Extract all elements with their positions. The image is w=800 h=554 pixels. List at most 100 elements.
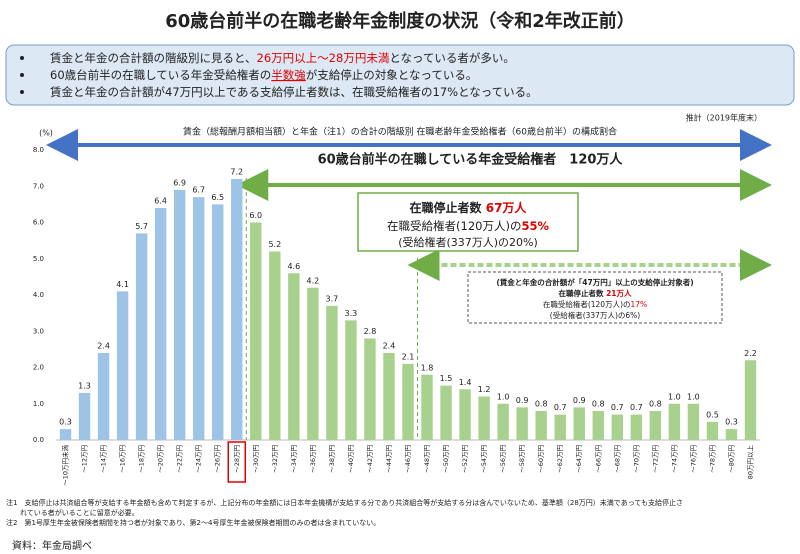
y-tick-label: 3.0 xyxy=(33,327,44,335)
note: 注2 第1号厚生年金被保険者期間を持つ者が対象であり、第2～4号厚生年金被保険者… xyxy=(6,518,380,527)
value-label: 0.7 xyxy=(630,403,643,412)
bar xyxy=(135,233,148,440)
bar xyxy=(173,189,186,440)
x-tick-label: ～22万円 xyxy=(176,445,184,473)
value-label: 2.1 xyxy=(402,352,415,361)
value-label: 5.7 xyxy=(135,222,148,231)
value-label: 0.8 xyxy=(535,400,548,409)
bar xyxy=(154,208,167,440)
bar xyxy=(59,429,72,440)
bar xyxy=(573,407,585,440)
bar xyxy=(592,411,604,440)
x-tick-label: ～70万円 xyxy=(632,445,640,473)
value-label: 0.7 xyxy=(554,403,567,412)
text: 在職停止者数 xyxy=(410,200,486,215)
bar xyxy=(421,374,433,440)
x-tick-label: ～74万円 xyxy=(670,445,678,473)
bar xyxy=(78,392,91,440)
y-tick-label: 2.0 xyxy=(33,364,44,372)
value-label: 5.2 xyxy=(268,240,281,249)
x-tick-label: ～32万円 xyxy=(271,445,279,473)
x-tick-label: ～40万円 xyxy=(347,445,355,473)
value-label: 0.8 xyxy=(649,400,662,409)
y-tick-label: 6.0 xyxy=(33,219,44,227)
bar xyxy=(744,360,757,440)
text: 60歳台前半の在職している年金受給権者の xyxy=(50,68,271,82)
x-tick-label: ～54万円 xyxy=(480,445,488,473)
text-line: 在職停止者数 21万人 xyxy=(558,288,632,298)
note: 注1 支給停止は共済組合等が支給する年金額も含めて判定するが、上記分布の年金額に… xyxy=(6,498,683,507)
x-tick-label: ～26万円 xyxy=(214,445,222,473)
bar xyxy=(345,320,357,440)
bullets: 賃金と年金の合計額の階級別に見ると、26万円以上～28万円未満となっている者が多… xyxy=(20,51,538,99)
text-line: (受給権者(337万人)の6%) xyxy=(550,310,640,320)
text: 賃金と年金の合計額が47万円以上である支給停止者数は、在職受給権者の17%となっ… xyxy=(50,85,538,99)
value-label: 1.4 xyxy=(459,378,472,387)
range-caption: 賃金（総報酬月額相当額）と年金（注1）の合計の階級別 在職老齢年金受給権者（60… xyxy=(183,126,617,138)
x-tick-label: ～64万円 xyxy=(575,445,583,473)
bar xyxy=(611,414,624,440)
x-tick-label: ～14万円 xyxy=(100,445,108,473)
text-line: (受給権者(337万人)の20%) xyxy=(398,235,538,249)
x-tick-label: ～30万円 xyxy=(252,445,260,473)
text: 賃金と年金の合計額の階級別に見ると、 xyxy=(50,51,257,65)
bar xyxy=(649,411,662,440)
bar xyxy=(192,197,205,440)
box1 xyxy=(357,192,579,252)
source: 資料：年金局調べ xyxy=(12,539,92,552)
bar xyxy=(459,389,471,440)
highlight: 55% xyxy=(521,219,549,233)
x-tick-label: ～80万円 xyxy=(727,445,735,473)
x-tick-label: ～52万円 xyxy=(461,445,469,473)
x-tick-label: ～58万円 xyxy=(518,445,526,473)
note: れている者がいることに留意が必要。 xyxy=(20,508,139,517)
y-tick-label: 5.0 xyxy=(33,255,44,263)
value-label: 6.0 xyxy=(249,211,262,220)
x-tick-label: ～46万円 xyxy=(404,445,412,473)
value-label: 7.2 xyxy=(230,168,243,177)
bullet-dot xyxy=(20,90,24,94)
chart: (%) 推計（2019年度末） 0.0 1.0 2.0 3.0 4.0 5.0 6.0 7.0 8.… xyxy=(33,113,772,486)
text-line: 在職受給権者(120万人)の17% xyxy=(543,299,647,309)
highlight: 半数強 xyxy=(271,68,306,82)
x-tick-label: ～72万円 xyxy=(651,445,659,473)
y-tick-label: 8.0 xyxy=(33,146,44,154)
value-label: 0.9 xyxy=(573,396,586,405)
text-line: 在職停止者数 67万人 xyxy=(410,200,528,215)
x-tick-label: ～20万円 xyxy=(157,445,165,473)
value-label: 1.3 xyxy=(78,381,91,390)
bar xyxy=(497,403,509,440)
highlight: 67万人 xyxy=(486,200,528,215)
bar xyxy=(725,429,738,440)
summary-box xyxy=(5,44,795,106)
x-tick-label: ～16万円 xyxy=(119,445,127,473)
text: 在職受給権者(120万人)の xyxy=(387,219,521,233)
x-tick-label: ～34万円 xyxy=(290,445,298,473)
value-label: 6.4 xyxy=(154,197,167,206)
text-line: 賃金と年金の合計額が47万円以上である支給停止者数は、在職受給権者の17%となっ… xyxy=(50,85,538,99)
bar xyxy=(535,411,547,440)
y-tick-label: 7.0 xyxy=(33,182,44,190)
total-caption: 60歳台前半の在職している年金受給権者 120万人 xyxy=(318,152,624,168)
x-tick-label: ～24万円 xyxy=(195,445,203,473)
x-tick-label: ～48万円 xyxy=(423,445,431,473)
x-tick-label: ～18万円 xyxy=(138,445,146,473)
x-tick-label: ～12万円 xyxy=(81,445,89,473)
box2 xyxy=(467,271,723,324)
bar xyxy=(250,222,262,440)
value-label: 6.5 xyxy=(211,193,224,202)
value-label: 0.8 xyxy=(592,400,605,409)
text-line: 賃金と年金の合計額の階級別に見ると、26万円以上～28万円未満となっている者が多… xyxy=(50,51,515,65)
text-line: (賃金と年金の合計額が「47万円」以上の支給停止対象者) xyxy=(496,277,693,287)
value-label: 2.8 xyxy=(364,327,377,336)
bar xyxy=(97,353,110,440)
value-label: 2.4 xyxy=(383,342,396,351)
highlight: 21万人 xyxy=(606,289,632,298)
x-tick-label: ～60万円 xyxy=(537,445,545,473)
text-line: 60歳台前半の在職している年金受給権者の半数強が支給停止の対象となっている。 xyxy=(50,68,477,82)
title: 60歳台前半の在職老齢年金制度の状況（令和2年改正前） xyxy=(165,10,635,32)
x-tick-label: ～36万円 xyxy=(309,445,317,473)
bullet-dot xyxy=(20,73,24,77)
value-label: 6.7 xyxy=(192,186,205,195)
x-tick-label: ～42万円 xyxy=(366,445,374,473)
